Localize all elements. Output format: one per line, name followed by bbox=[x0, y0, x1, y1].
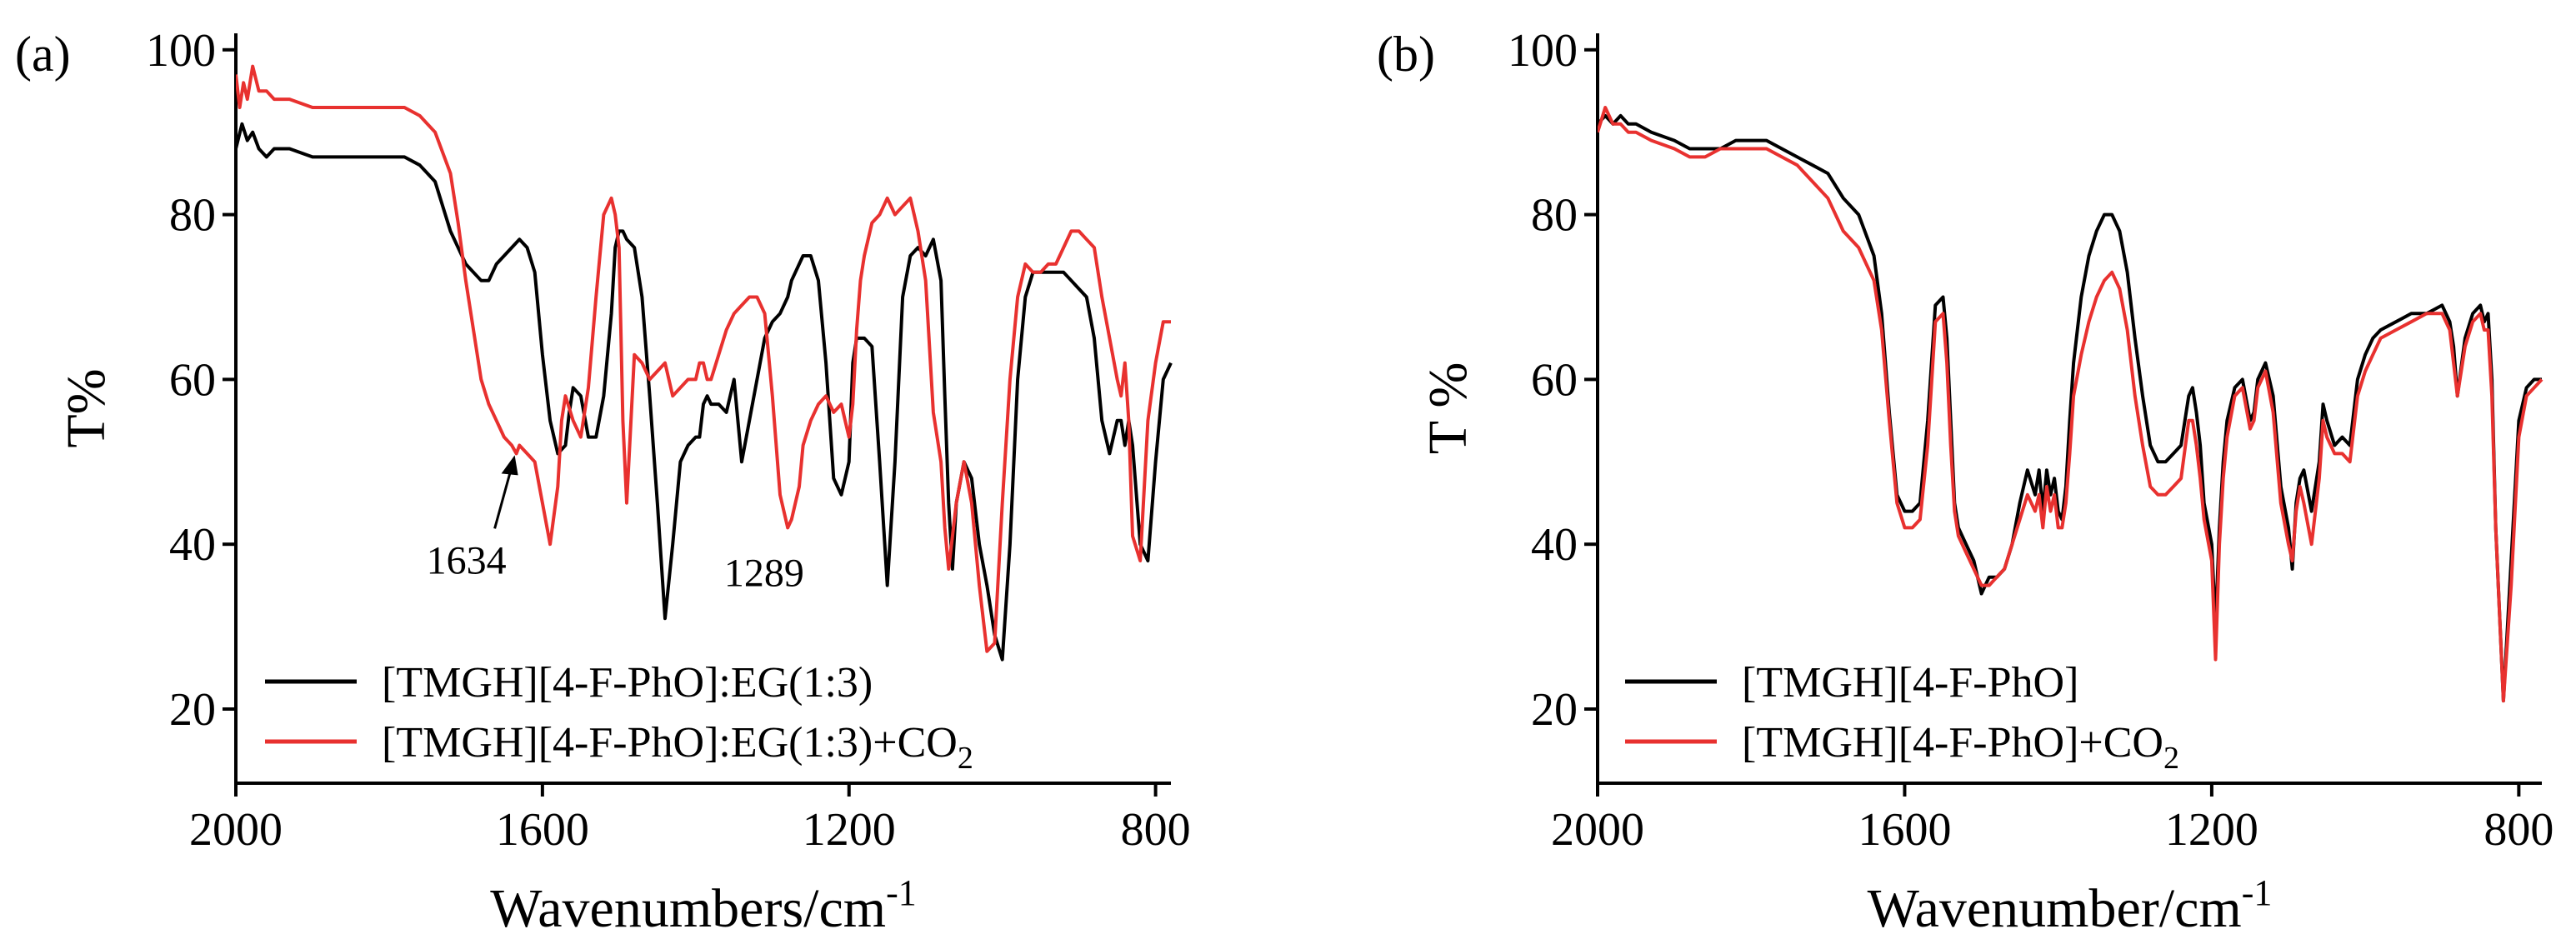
series-line-0 bbox=[236, 122, 1173, 662]
legend-label-1: [TMGH][4-F-PhO]:EG(1:3)+CO2 bbox=[382, 719, 973, 776]
x-tick-label: 800 bbox=[1121, 804, 1191, 856]
series-line-1 bbox=[1598, 106, 2543, 703]
x-axis-title: Wavenumber/cm-1 bbox=[1868, 872, 2273, 939]
y-tick-label: 100 bbox=[146, 25, 216, 77]
y-axis-title: T % bbox=[1418, 362, 1478, 455]
series-line-1 bbox=[236, 64, 1171, 653]
x-tick-label: 2000 bbox=[1551, 804, 1644, 856]
annotation-arrow-head bbox=[501, 455, 518, 476]
legend-label-0: [TMGH][4-F-PhO]:EG(1:3) bbox=[382, 659, 873, 707]
y-tick-label: 40 bbox=[169, 519, 216, 571]
legend-label-main: [TMGH][4-F-PhO]+CO bbox=[1742, 719, 2163, 767]
x-axis-title-superscript: -1 bbox=[2242, 872, 2273, 913]
series-line-0 bbox=[1598, 113, 2542, 703]
panel-label: (b) bbox=[1377, 27, 1435, 82]
y-tick-label: 80 bbox=[1531, 190, 1578, 242]
y-tick-label: 60 bbox=[169, 354, 216, 406]
legend-label-main: [TMGH][4-F-PhO]:EG(1:3)+CO bbox=[382, 719, 958, 767]
x-tick-label: 800 bbox=[2483, 804, 2553, 856]
x-axis-title-main: Wavenumber/cm bbox=[1868, 878, 2242, 939]
legend-label-0: [TMGH][4-F-PhO] bbox=[1742, 659, 2078, 707]
legend-label-main: [TMGH][4-F-PhO] bbox=[1742, 659, 2078, 707]
x-tick-label: 1600 bbox=[496, 804, 589, 856]
y-tick-label: 20 bbox=[169, 684, 216, 736]
x-axis-title-main: Wavenumbers/cm bbox=[490, 878, 886, 939]
annotation-label: 1634 bbox=[427, 538, 507, 582]
y-axis-title: T% bbox=[56, 368, 117, 447]
panel-a: (a) 2000 1600 1200 800 20 40 60 80 100 Wavenumbers… bbox=[15, 25, 1191, 939]
x-tick-label: 1200 bbox=[2165, 804, 2258, 856]
annotation-label: 1289 bbox=[724, 552, 804, 596]
y-tick-label: 20 bbox=[1531, 684, 1578, 736]
legend-label-subscript: 2 bbox=[958, 741, 973, 776]
legend-label-1: [TMGH][4-F-PhO]+CO2 bbox=[1742, 719, 2179, 776]
legend-label-main: [TMGH][4-F-PhO]:EG(1:3) bbox=[382, 659, 873, 707]
panel-label: (a) bbox=[15, 27, 71, 82]
y-tick-label: 40 bbox=[1531, 519, 1578, 571]
x-tick-label: 1600 bbox=[1858, 804, 1951, 856]
x-tick-label: 1200 bbox=[803, 804, 896, 856]
y-tick-label: 60 bbox=[1531, 354, 1578, 406]
x-tick-label: 2000 bbox=[189, 804, 283, 856]
y-tick-label: 100 bbox=[1508, 25, 1578, 77]
x-axis-title-superscript: -1 bbox=[886, 872, 917, 913]
x-axis-title: Wavenumbers/cm-1 bbox=[490, 872, 917, 939]
panel-b: (b) 2000 1600 1200 800 20 40 60 80 100 Wavenumber/… bbox=[1377, 25, 2553, 939]
legend-label-subscript: 2 bbox=[2163, 741, 2179, 776]
y-tick-label: 80 bbox=[169, 190, 216, 242]
